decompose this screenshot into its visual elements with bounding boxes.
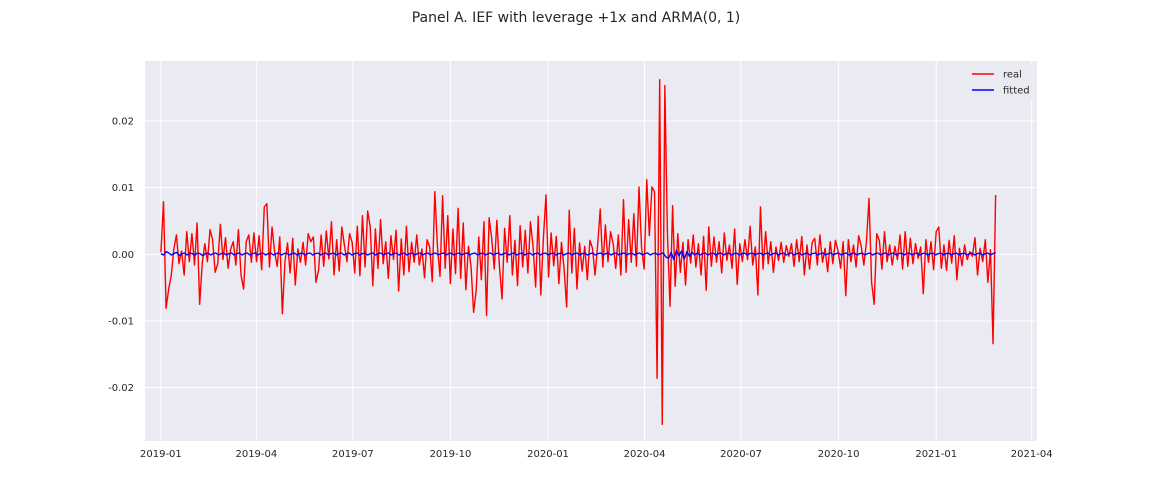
series-line-fitted [160,249,996,261]
x-tick-label: 2020-01 [527,449,569,460]
x-tick-label: 2020-07 [720,449,762,460]
x-tick-label: 2019-01 [140,449,182,460]
series-line-real [160,78,997,426]
y-tick-label: 0.02 [112,117,134,128]
series-lines [160,78,997,426]
chart-title: Panel A. IEF with leverage +1x and ARMA(… [412,10,741,26]
x-tick-label: 2019-10 [430,449,472,460]
x-tick-label: 2019-04 [235,449,277,460]
legend: real fitted [966,65,1032,99]
y-tick-label: -0.02 [108,383,134,394]
x-tick-label: 2020-10 [818,449,860,460]
x-tick-label: 2021-01 [915,449,957,460]
x-tick-label: 2019-07 [332,449,374,460]
axis-ticks: 2019-01 2019-04 2019-07 2019-10 2020-01 2020-… [108,117,1052,461]
x-tick-label: 2020-04 [624,449,666,460]
legend-fitted-label: fitted [1003,86,1030,97]
grid-lines [145,61,1037,441]
legend-box [966,65,1032,99]
legend-real-label: real [1003,70,1022,81]
x-tick-label: 2021-04 [1011,449,1053,460]
y-tick-label: -0.01 [108,317,134,328]
y-tick-label: 0.00 [112,250,134,261]
y-tick-label: 0.01 [112,183,134,194]
